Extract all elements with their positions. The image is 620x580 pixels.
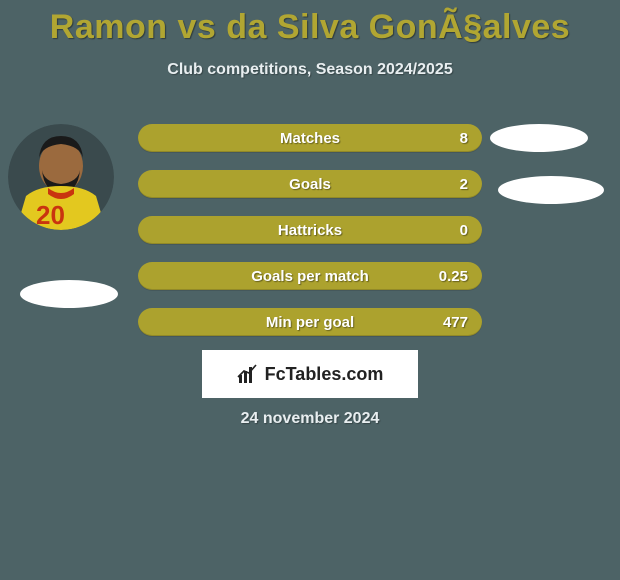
chart-icon: [237, 363, 259, 385]
stat-label: Goals per match: [251, 268, 369, 285]
comparison-pill: [498, 176, 604, 204]
avatar-image: 20: [8, 124, 114, 230]
stat-label: Min per goal: [266, 314, 354, 331]
stat-row-hattricks: Hattricks 0: [138, 216, 482, 244]
stat-row-goals-per-match: Goals per match 0.25: [138, 262, 482, 290]
page-subtitle: Club competitions, Season 2024/2025: [0, 61, 620, 79]
page-title: Ramon vs da Silva GonÃ§alves: [0, 0, 620, 47]
stat-row-min-per-goal: Min per goal 477: [138, 308, 482, 336]
stats-panel: Matches 8 Goals 2 Hattricks 0 Goals per …: [138, 124, 482, 354]
stat-value: 8: [460, 130, 468, 147]
stat-value: 0.25: [439, 268, 468, 285]
stat-label: Hattricks: [278, 222, 342, 239]
snapshot-date: 24 november 2024: [241, 410, 380, 428]
comparison-pill: [490, 124, 588, 152]
stat-value: 0: [460, 222, 468, 239]
comparison-pill: [20, 280, 118, 308]
site-badge: FcTables.com: [202, 350, 418, 398]
stat-row-goals: Goals 2: [138, 170, 482, 198]
site-name: FcTables.com: [265, 364, 384, 385]
comparison-card: Ramon vs da Silva GonÃ§alves Club compet…: [0, 0, 620, 580]
player-avatar: 20: [8, 124, 114, 230]
stat-value: 477: [443, 314, 468, 331]
svg-text:20: 20: [36, 200, 65, 230]
stat-value: 2: [460, 176, 468, 193]
stat-label: Goals: [289, 176, 331, 193]
stat-label: Matches: [280, 130, 340, 147]
stat-row-matches: Matches 8: [138, 124, 482, 152]
